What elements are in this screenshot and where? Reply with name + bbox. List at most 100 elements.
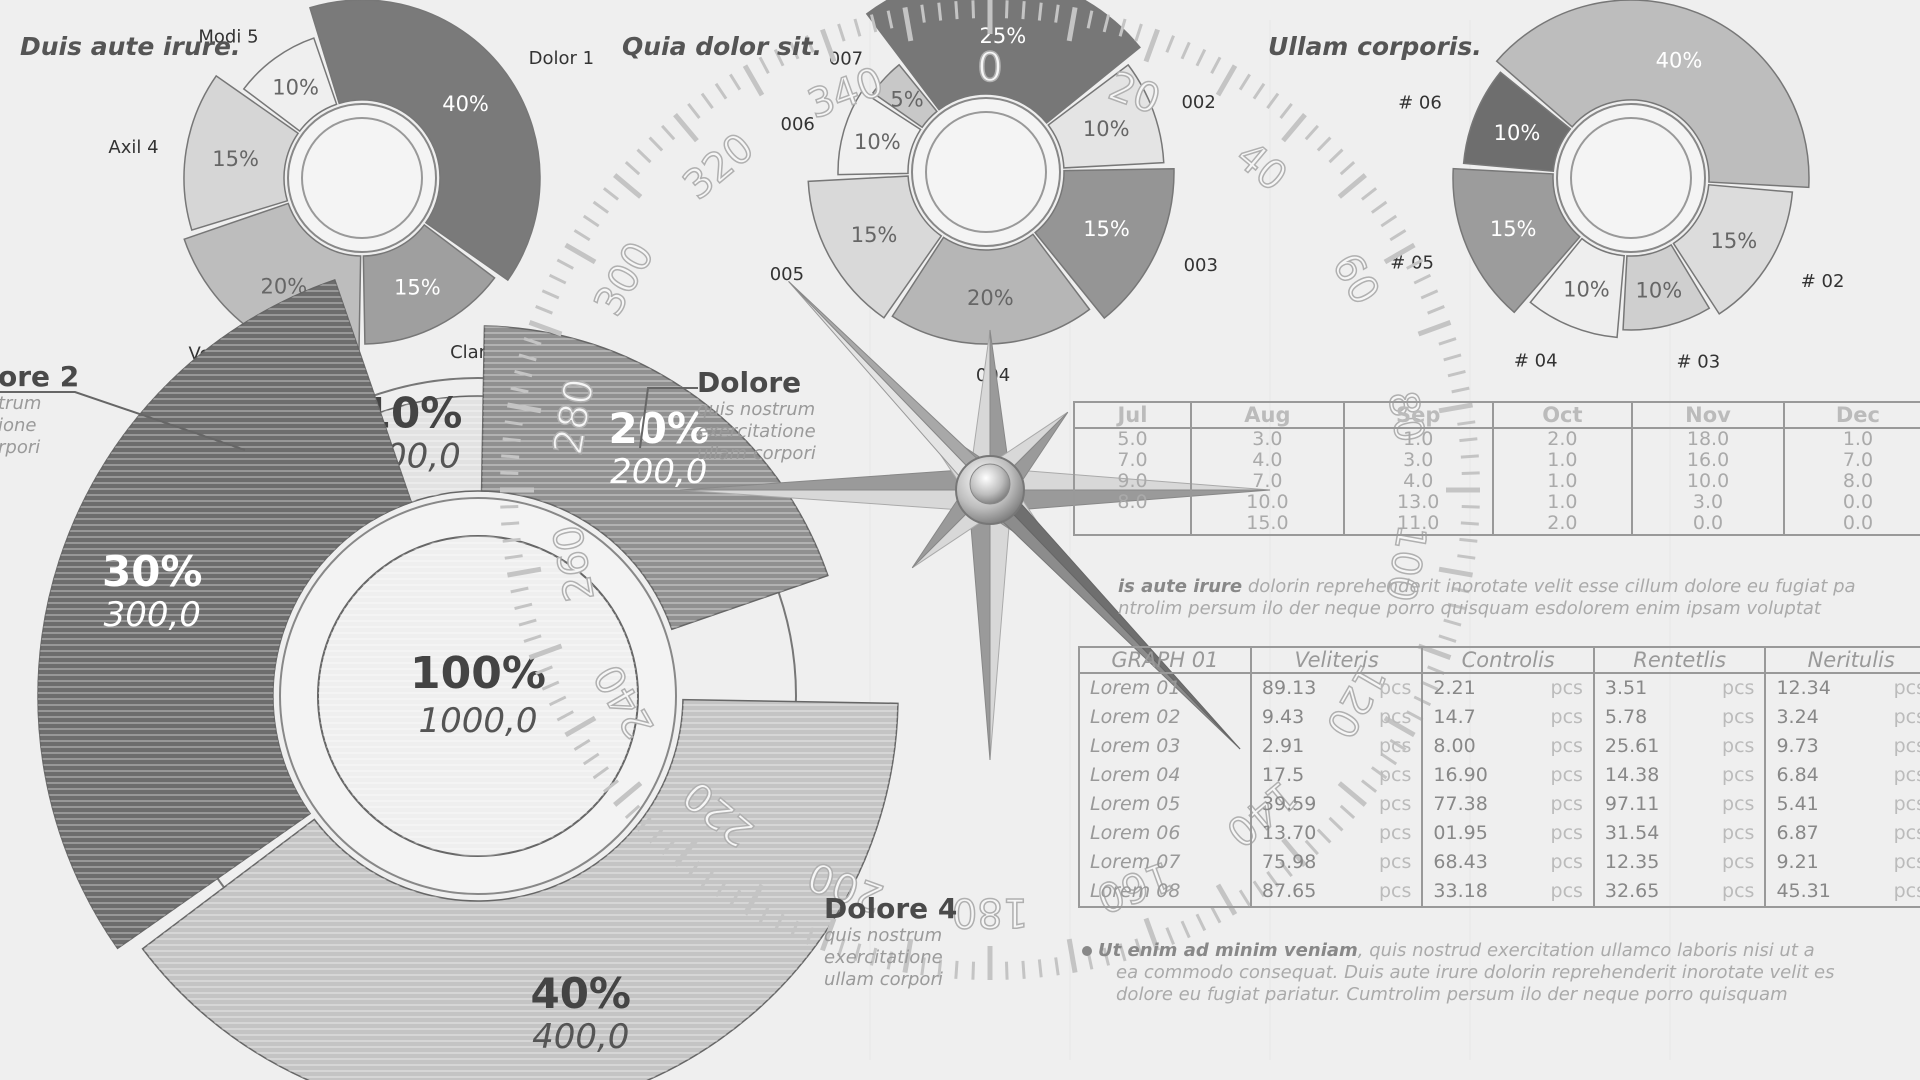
compass-tick [1102,14,1110,33]
compass-tick [1210,906,1222,924]
table-cell: 13.0 [1342,492,1493,513]
table-header: Nov [1631,402,1784,429]
unit-label: pcs [1550,822,1583,844]
compass-tick [1361,187,1378,201]
donut-slice [362,223,496,345]
donut-slice [1034,167,1175,320]
table-cell: 2.91 [1249,732,1352,761]
row-label: Lorem 07 [1078,848,1251,877]
table-cell: 12.35 [1592,848,1695,877]
table-cell: 3.0 [1189,428,1344,450]
row-label: Lorem 08 [1078,877,1251,907]
compass-tick [971,0,976,19]
compass-tick [1021,1,1026,20]
table-cell: 7.0 [1782,450,1920,471]
compass-tick [1383,715,1416,738]
unit-label: pcs [1722,851,1755,873]
compass-tick [523,634,542,643]
big-inner-hatch [318,536,638,856]
table-cell: 31.54 [1592,819,1695,848]
compass-tick [1279,102,1293,119]
compass-rose-point [989,489,1013,761]
text-block-left-line: ione [0,415,37,436]
compass-tick [661,124,676,141]
text-block-bottom-line: ullam corpori [824,969,943,990]
table-cell: 77.38 [1421,790,1523,819]
table-cell: 9.21 [1764,848,1866,877]
unit-label: pcs [1893,706,1920,728]
unit-label: pcs [1379,735,1412,757]
compass-tick [837,23,846,42]
slice-category-label: Dolor 1 [529,48,594,69]
donut-hub [1556,103,1706,253]
table-cell: 8.0 [1782,471,1920,492]
slice-percent-label: 15% [1711,229,1758,253]
compass-tick [514,602,533,610]
slice-percent-label: 10% [1494,121,1541,145]
compass-tick [1134,23,1143,42]
table-header: Neritulis [1764,647,1920,674]
donut-slice [1452,167,1581,314]
compass-tick [500,504,519,509]
compass-tick [1361,779,1378,793]
compass-tick [820,28,837,63]
unit-label: pcs [1893,793,1920,815]
compass-tick [1037,2,1043,21]
chart-title-ullam: Ullam corporis. [1268,32,1482,61]
compass-tick [729,889,742,907]
table-cell: 6.87 [1764,819,1866,848]
donut-slice [1047,63,1165,169]
slice-category-label: 005 [770,264,804,285]
unit-label: pcs [1722,793,1755,815]
compass-tick [535,665,553,675]
unit-label: pcs [1722,677,1755,699]
table-cell: 87.65 [1249,877,1352,907]
compass-tick [729,73,742,91]
compass-tick [1021,960,1026,979]
compass-tick [1438,634,1457,643]
compass-tick [1195,913,1207,932]
table-cell: 1.0 [1342,428,1493,450]
text-block-mid-line: exercitatione [697,421,816,442]
compass-tick [1118,18,1127,37]
row-label: Lorem 05 [1078,790,1251,819]
compass-tick [636,816,652,832]
slice-category-label: Axil 4 [108,137,158,158]
table-cell: 7.0 [1189,471,1344,492]
donut-slice [242,37,338,133]
compass-tick [1037,959,1043,978]
table-header: Aug [1189,402,1344,429]
table-cell: 89.13 [1249,673,1352,703]
table-row: 7.0 4.0 3.0 1.0 16.0 7.0 [1073,450,1920,471]
unit-label: pcs [1722,764,1755,786]
compass-tick [624,161,641,176]
big-slice-value: 400,0 [532,1017,629,1057]
compass-degree-label: 0 [977,45,1002,91]
donut-inner-ring [301,117,423,239]
table-cell: 5.41 [1764,790,1866,819]
big-slice-percent: 40% [530,969,631,1018]
compass-tick [1451,586,1470,594]
compass-tick [837,938,846,957]
graph-table: GRAPH 01 Veliteris Controlis Rentetlis Nerit… [1078,646,1920,908]
table-row: 8.0 10.0 13.0 1.0 3.0 0.0 [1073,492,1920,513]
compass-tick [510,586,529,594]
compass-tick [501,454,520,459]
table-cell: 18.0 [1631,428,1784,450]
compass-tick [1252,82,1266,100]
big-center-percent: 100% [410,648,546,699]
compass-tick [1389,738,1407,751]
chart-title-quia: Quia dolor sit. [622,32,822,61]
compass-tick [902,938,914,973]
compass-rose-point [967,489,991,761]
compass-tick [1180,920,1191,939]
donut-slice [1462,71,1572,173]
compass-tick [1086,10,1094,29]
compass-tick [648,828,664,844]
big-slice-percent: 30% [102,547,203,596]
compass-tick [502,537,521,543]
compass-tick [742,883,765,916]
